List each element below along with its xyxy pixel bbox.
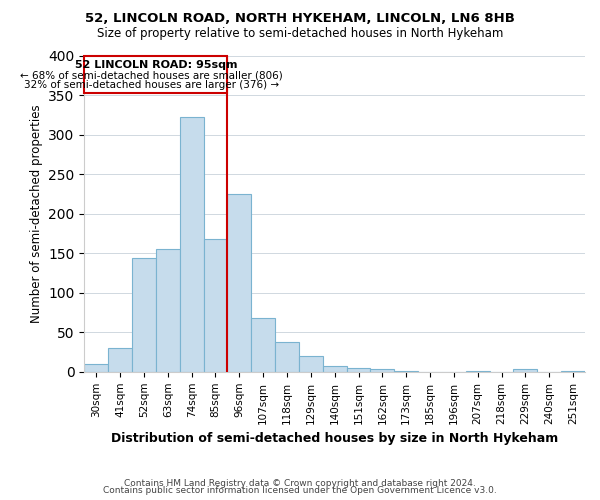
Text: Size of property relative to semi-detached houses in North Hykeham: Size of property relative to semi-detach…: [97, 28, 503, 40]
Text: 32% of semi-detached houses are larger (376) →: 32% of semi-detached houses are larger (…: [23, 80, 278, 90]
Bar: [203, 239, 227, 372]
Bar: [227, 194, 251, 372]
Text: Contains public sector information licensed under the Open Government Licence v3: Contains public sector information licen…: [103, 486, 497, 495]
Bar: [561, 371, 585, 372]
Text: Contains HM Land Registry data © Crown copyright and database right 2024.: Contains HM Land Registry data © Crown c…: [124, 478, 476, 488]
Text: 52 LINCOLN ROAD: 95sqm: 52 LINCOLN ROAD: 95sqm: [74, 60, 237, 70]
Bar: [108, 348, 132, 372]
Bar: [347, 368, 370, 372]
Bar: [466, 371, 490, 372]
Bar: [394, 371, 418, 372]
Bar: [251, 318, 275, 372]
Bar: [180, 117, 203, 372]
Bar: [156, 249, 180, 372]
Text: 52, LINCOLN ROAD, NORTH HYKEHAM, LINCOLN, LN6 8HB: 52, LINCOLN ROAD, NORTH HYKEHAM, LINCOLN…: [85, 12, 515, 26]
Bar: [85, 56, 227, 94]
Bar: [514, 370, 538, 372]
Bar: [132, 258, 156, 372]
Y-axis label: Number of semi-detached properties: Number of semi-detached properties: [30, 104, 43, 323]
Bar: [370, 370, 394, 372]
X-axis label: Distribution of semi-detached houses by size in North Hykeham: Distribution of semi-detached houses by …: [111, 432, 559, 445]
Bar: [323, 366, 347, 372]
Bar: [299, 356, 323, 372]
Bar: [275, 342, 299, 372]
Bar: [85, 364, 108, 372]
Text: ← 68% of semi-detached houses are smaller (806): ← 68% of semi-detached houses are smalle…: [20, 70, 283, 81]
